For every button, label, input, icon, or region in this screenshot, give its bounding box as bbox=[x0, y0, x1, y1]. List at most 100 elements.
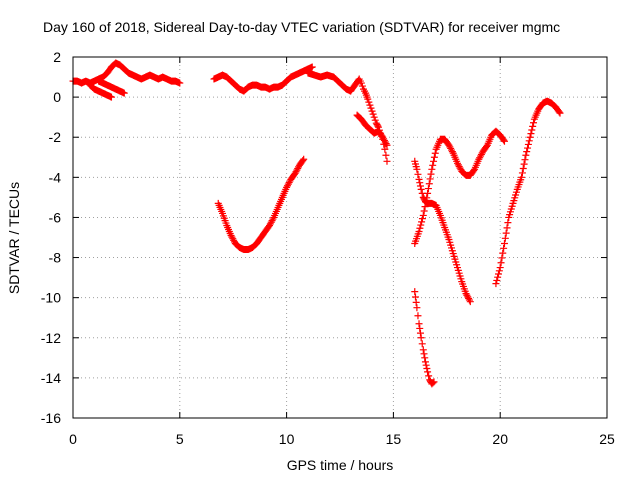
data-point bbox=[420, 207, 428, 215]
series-arc-1-branch-b bbox=[95, 77, 128, 97]
data-point bbox=[411, 288, 419, 296]
data-point bbox=[414, 312, 422, 320]
y-tick-label: -8 bbox=[49, 250, 62, 266]
data-point bbox=[419, 346, 427, 354]
data-point bbox=[284, 180, 292, 188]
data-point bbox=[463, 291, 471, 299]
data-point bbox=[499, 249, 507, 257]
data-point bbox=[495, 267, 503, 275]
data-point bbox=[370, 113, 378, 121]
data-point bbox=[382, 151, 390, 159]
data-point bbox=[266, 221, 274, 229]
data-point bbox=[431, 149, 439, 157]
data-point bbox=[424, 185, 432, 193]
data-point bbox=[368, 107, 376, 115]
y-tick-label: -10 bbox=[41, 290, 61, 306]
data-point bbox=[416, 224, 424, 232]
data-point bbox=[429, 379, 437, 387]
x-tick-label: 15 bbox=[386, 431, 402, 447]
data-point bbox=[429, 161, 437, 169]
data-point bbox=[518, 169, 526, 177]
data-point bbox=[526, 133, 534, 141]
data-point bbox=[425, 180, 433, 188]
data-point bbox=[430, 157, 438, 165]
data-point bbox=[423, 365, 431, 373]
data-point bbox=[453, 159, 461, 167]
data-point bbox=[308, 63, 316, 71]
data-point bbox=[527, 130, 535, 138]
data-point bbox=[267, 218, 275, 226]
data-point bbox=[523, 148, 531, 156]
data-point bbox=[477, 150, 485, 158]
data-point bbox=[371, 116, 379, 124]
data-point bbox=[299, 156, 307, 164]
data-point bbox=[447, 146, 455, 154]
data-point bbox=[445, 141, 453, 149]
data-point bbox=[501, 234, 509, 242]
data-point bbox=[269, 215, 277, 223]
data-point bbox=[416, 179, 424, 187]
data-point bbox=[229, 235, 237, 243]
data-point bbox=[417, 334, 425, 342]
data-point bbox=[381, 145, 389, 153]
data-point bbox=[477, 152, 485, 160]
x-tick-label: 25 bbox=[599, 431, 615, 447]
data-point bbox=[494, 270, 502, 278]
y-axis-label: SDTVAR / TECUs bbox=[6, 182, 22, 294]
x-tick-label: 20 bbox=[492, 431, 508, 447]
data-point bbox=[421, 203, 429, 211]
data-point bbox=[455, 163, 463, 171]
data-point bbox=[464, 293, 472, 301]
data-point bbox=[465, 296, 473, 304]
data-point bbox=[266, 220, 274, 228]
grid bbox=[72, 56, 608, 419]
data-point bbox=[430, 378, 438, 386]
data-point bbox=[425, 372, 433, 380]
y-tick-label: -12 bbox=[41, 330, 61, 346]
data-point bbox=[413, 165, 421, 173]
data-point bbox=[365, 98, 373, 106]
x-tick-label: 10 bbox=[279, 431, 295, 447]
data-point bbox=[483, 142, 491, 150]
data-point bbox=[283, 182, 291, 190]
data-point bbox=[428, 165, 436, 173]
data-point bbox=[227, 231, 235, 239]
series-arc-3 bbox=[304, 69, 391, 165]
x-tick-label: 5 bbox=[176, 431, 184, 447]
data-point bbox=[228, 233, 236, 241]
data-point bbox=[292, 168, 300, 176]
data-point bbox=[176, 79, 184, 87]
data-point bbox=[496, 264, 504, 272]
data-point bbox=[413, 304, 421, 312]
data-point bbox=[500, 244, 508, 252]
series-arc-8 bbox=[492, 97, 564, 288]
data-point bbox=[416, 182, 424, 190]
data-point bbox=[426, 175, 434, 183]
data-point bbox=[291, 169, 299, 177]
data-point bbox=[522, 151, 530, 159]
data-point bbox=[379, 133, 387, 141]
data-point bbox=[415, 227, 423, 235]
data-point bbox=[498, 254, 506, 262]
data-point bbox=[357, 79, 365, 87]
data-point bbox=[524, 140, 532, 148]
series-arc-4 bbox=[214, 155, 308, 254]
data-point bbox=[502, 229, 510, 237]
data-point bbox=[283, 183, 291, 191]
data-point bbox=[422, 198, 430, 206]
data-point bbox=[556, 109, 564, 117]
y-tick-label: 2 bbox=[53, 49, 61, 65]
series-arc-1 bbox=[69, 59, 184, 87]
data-point bbox=[500, 240, 508, 248]
data-point bbox=[518, 173, 526, 181]
data-point bbox=[418, 215, 426, 223]
data-markers bbox=[69, 59, 564, 388]
data-point bbox=[416, 329, 424, 337]
data-point bbox=[494, 273, 502, 281]
data-point bbox=[456, 164, 464, 172]
series-arc-6 bbox=[411, 157, 474, 306]
data-point bbox=[493, 276, 501, 284]
data-point bbox=[470, 167, 478, 175]
